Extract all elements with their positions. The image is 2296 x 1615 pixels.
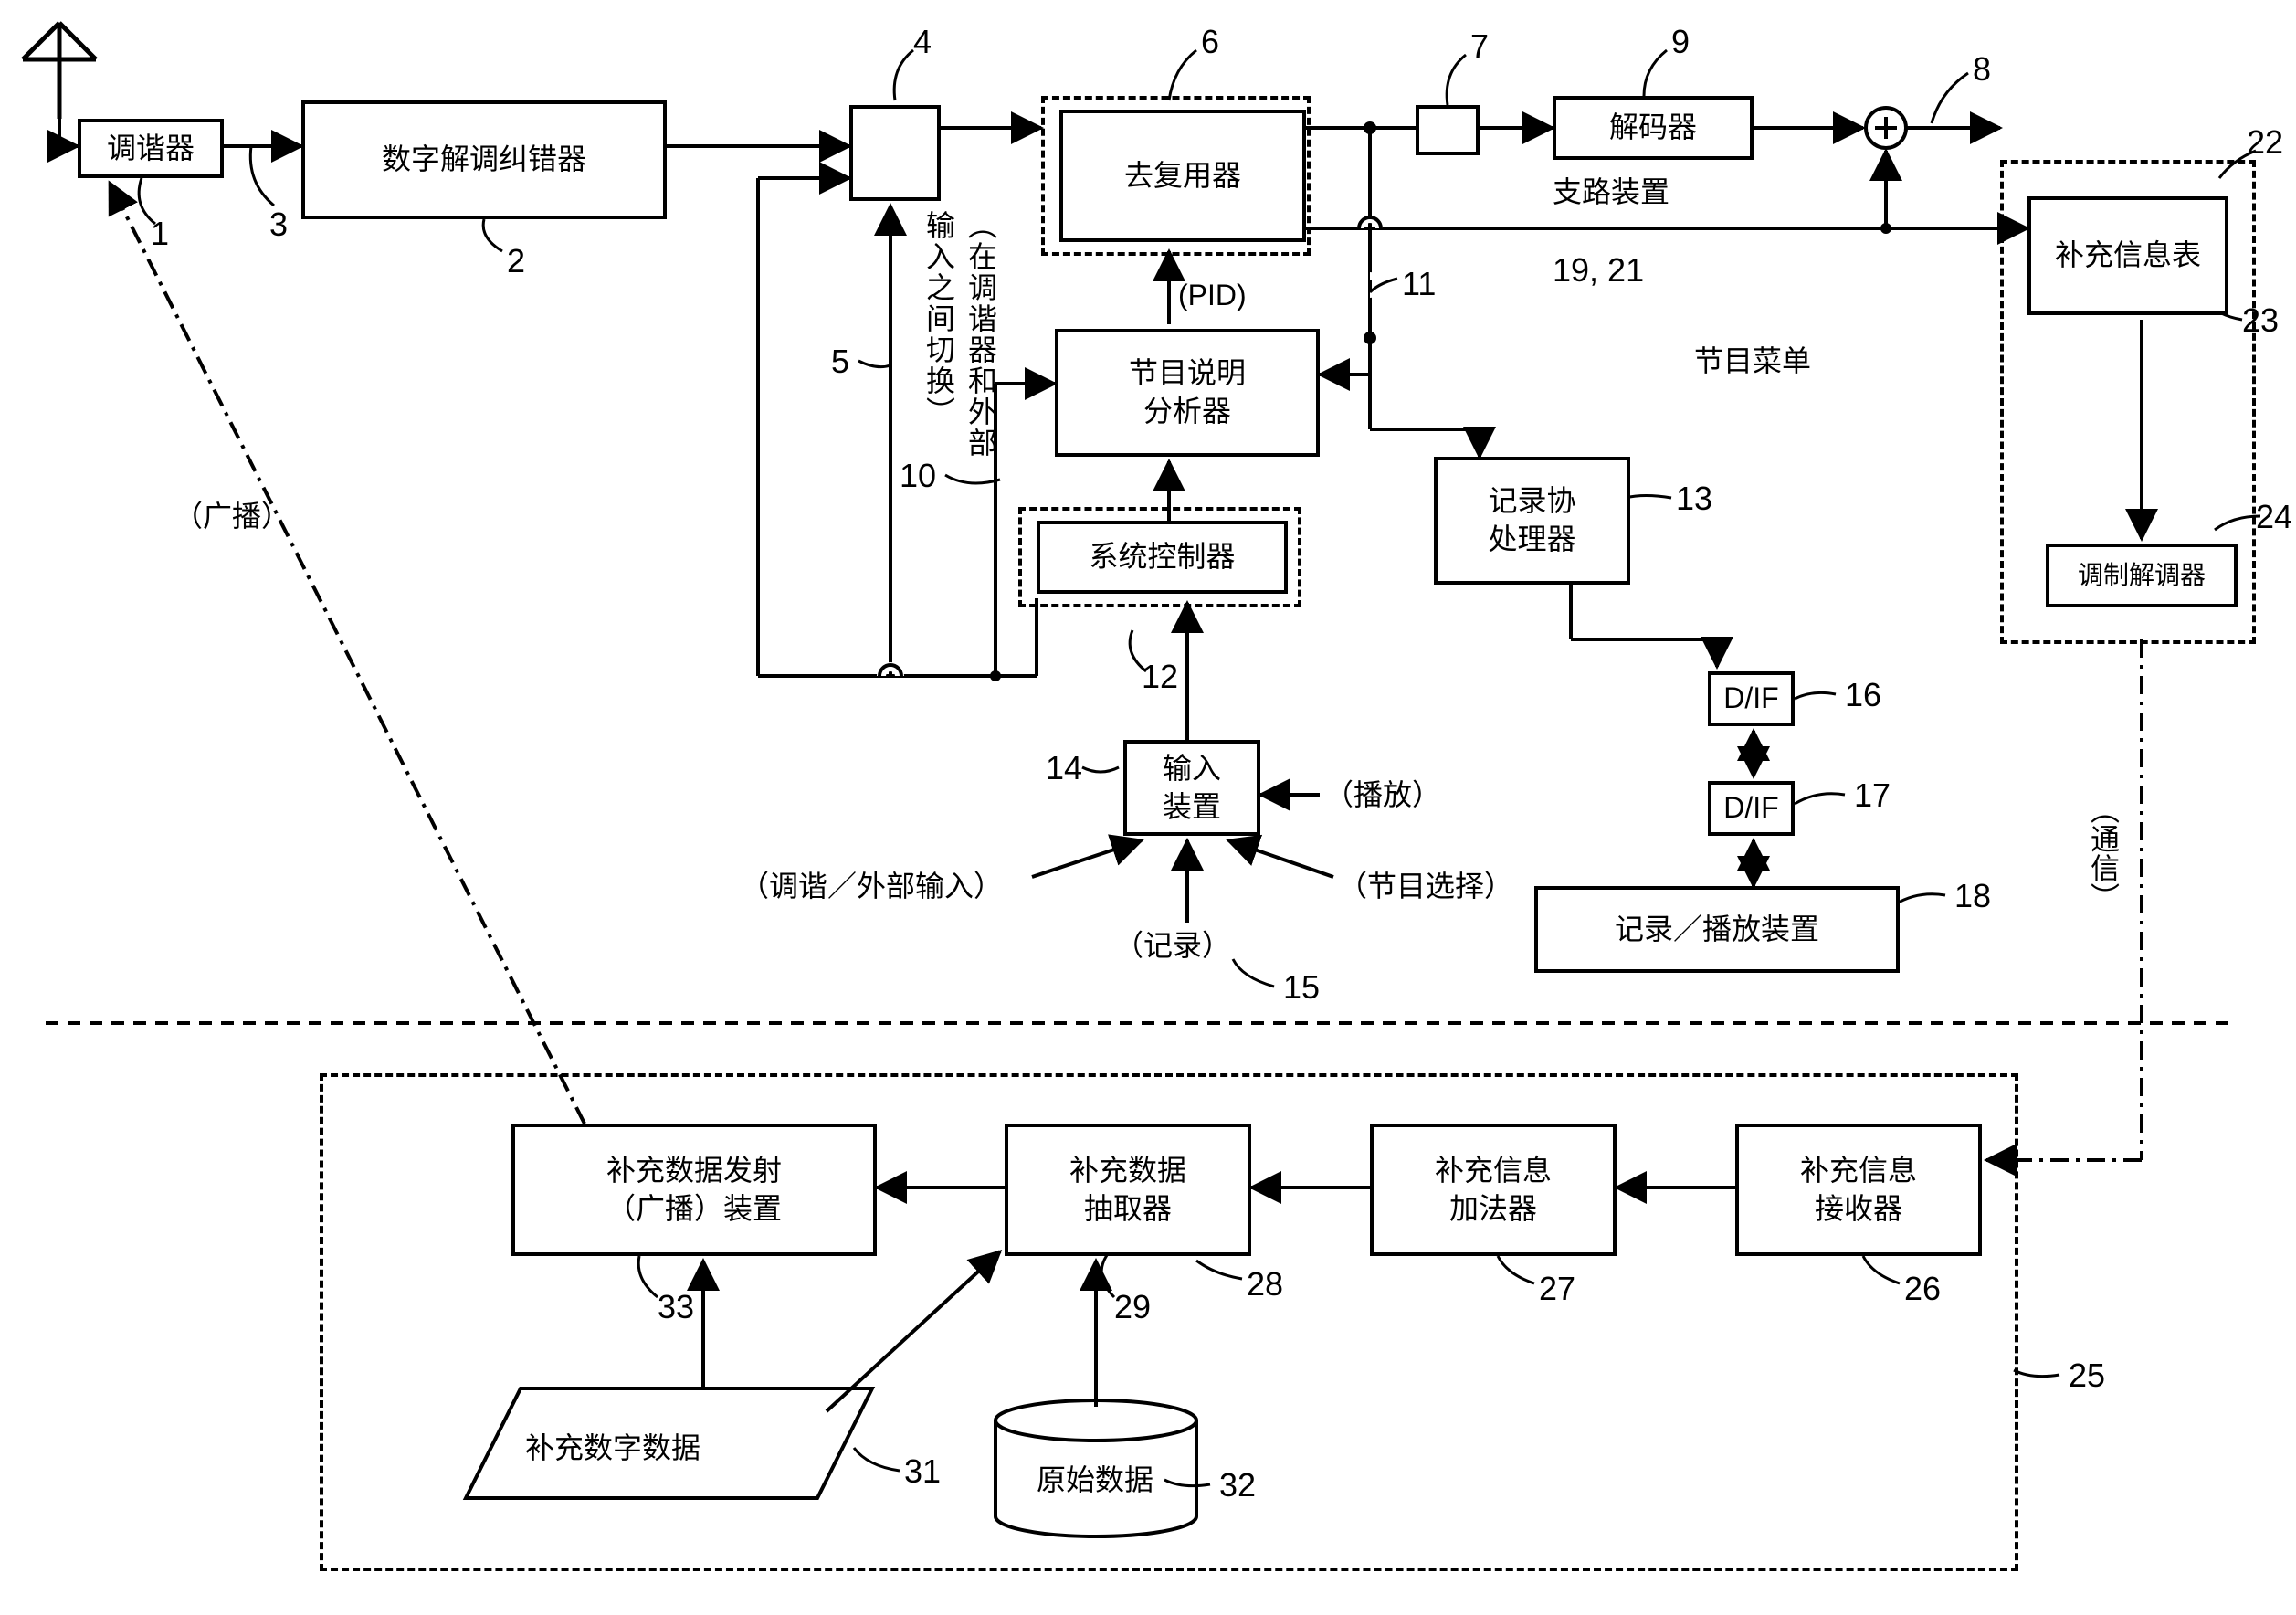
rec-co-box: 记录协 处理器 [1434, 457, 1630, 585]
num-31: 31 [904, 1452, 941, 1491]
play-label: （播放） [1324, 772, 1441, 814]
extractor-label: 补充数据 抽取器 [1069, 1152, 1186, 1228]
num-3: 3 [269, 206, 288, 244]
rec-play-label: 记录／播放装置 [1615, 911, 1819, 949]
modem-label: 调制解调器 [2078, 559, 2206, 592]
num-13: 13 [1676, 480, 1712, 518]
num-26: 26 [1904, 1270, 1941, 1308]
antenna-symbol [23, 23, 96, 119]
num-2: 2 [507, 242, 525, 280]
sys-ctrl-label: 系统控制器 [1089, 538, 1235, 576]
suppl-table-box: 补充信息表 [2027, 196, 2228, 315]
num-25: 25 [2069, 1356, 2105, 1395]
num-27: 27 [1539, 1270, 1575, 1308]
dif1-label: D/IF [1723, 680, 1778, 718]
decoder-box: 解码器 [1553, 96, 1754, 160]
num-17: 17 [1854, 776, 1891, 815]
rec-co-label: 记录协 处理器 [1488, 482, 1575, 558]
digital-data-label: 补充数字数据 [525, 1425, 700, 1467]
num-9: 9 [1671, 23, 1690, 61]
prog-menu-label: 节目菜单 [1694, 338, 1811, 380]
num-12: 12 [1142, 658, 1178, 696]
adder-box: 补充信息 加法器 [1370, 1124, 1617, 1256]
num-23: 23 [2242, 301, 2279, 340]
record-label: （记录） [1114, 923, 1231, 965]
raw-data-label: 原始数据 [1037, 1457, 1153, 1499]
receiver-label: 补充信息 接收器 [1800, 1152, 1917, 1228]
num-29: 29 [1114, 1288, 1151, 1326]
num-15: 15 [1283, 968, 1320, 1007]
prog-sel-label: （节目选择） [1338, 863, 1513, 905]
num-7: 7 [1470, 27, 1489, 66]
demux-box: 去复用器 [1059, 110, 1306, 242]
num-10: 10 [900, 457, 936, 495]
modem-box: 调制解调器 [2046, 544, 2238, 607]
demod-box: 数字解调纠错器 [301, 100, 667, 219]
num-4: 4 [913, 23, 932, 61]
decoder-label: 解码器 [1609, 109, 1697, 147]
num-32: 32 [1219, 1466, 1256, 1504]
num-18: 18 [1954, 877, 1991, 915]
num-1: 1 [151, 215, 169, 253]
num-1921: 19, 21 [1553, 251, 1644, 290]
dif2-box: D/IF [1708, 781, 1795, 836]
rec-play-box: 记录／播放装置 [1534, 886, 1900, 973]
tune-ext-label: （调谐／外部输入） [740, 863, 1003, 905]
switch-note: （在调谐器和外部 输入之间切换） [918, 210, 1002, 630]
num-22: 22 [2247, 123, 2283, 162]
tuner-label: 调谐器 [107, 130, 195, 168]
prog-analyzer-label: 节目说明 分析器 [1129, 354, 1246, 430]
broadcast-note: （广播） [174, 493, 290, 535]
tx-box: 补充数据发射 （广播）装置 [511, 1124, 877, 1256]
suppl-table-label: 补充信息表 [2055, 237, 2201, 275]
input-dev-label: 输入 装置 [1163, 750, 1221, 826]
tx-label: 补充数据发射 （广播）装置 [606, 1152, 782, 1228]
num-14: 14 [1046, 749, 1082, 787]
demod-label: 数字解调纠错器 [382, 141, 586, 179]
dif1-box: D/IF [1708, 671, 1795, 726]
switch-box [849, 105, 941, 201]
demux-label: 去复用器 [1124, 157, 1241, 195]
branch-label: 支路装置 [1553, 169, 1669, 211]
prog-analyzer-box: 节目说明 分析器 [1055, 329, 1320, 457]
tuner-box: 调谐器 [78, 119, 224, 178]
num-28: 28 [1247, 1265, 1283, 1304]
dif2-label: D/IF [1723, 789, 1778, 828]
receiver-box: 补充信息 接收器 [1735, 1124, 1982, 1256]
sys-ctrl-box: 系统控制器 [1037, 521, 1288, 594]
num-5: 5 [831, 343, 849, 381]
num-8: 8 [1973, 50, 1991, 89]
num-16: 16 [1845, 676, 1881, 714]
comm-label: （通信） [2082, 795, 2124, 912]
input-dev-box: 输入 装置 [1123, 740, 1260, 836]
num-33: 33 [658, 1288, 694, 1326]
junction-7-box [1416, 105, 1480, 155]
num-24: 24 [2256, 498, 2292, 536]
pid-label: (PID) [1178, 279, 1247, 312]
adder-label: 补充信息 加法器 [1435, 1152, 1552, 1228]
num-11: 11 [1402, 265, 1436, 303]
num-6: 6 [1201, 23, 1219, 61]
extractor-box: 补充数据 抽取器 [1005, 1124, 1251, 1256]
